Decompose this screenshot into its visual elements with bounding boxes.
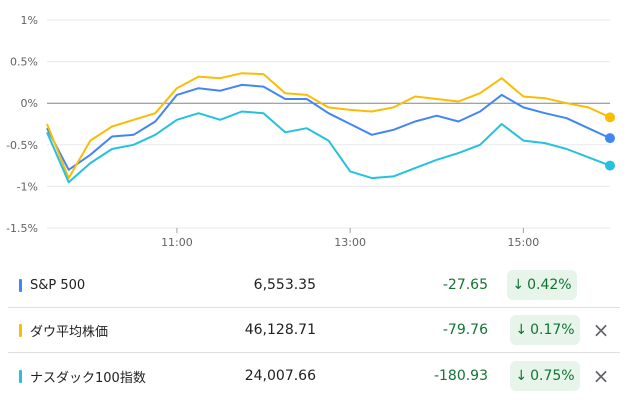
row-divider — [8, 352, 620, 353]
row-divider — [8, 307, 620, 308]
y-tick-label: -1% — [17, 180, 38, 193]
percent-change-value: 0.42% — [527, 277, 572, 293]
index-price: 24,007.66 — [244, 368, 316, 384]
y-tick-label: 0% — [21, 97, 38, 110]
comparison-chart[interactable]: 1% 0.5% 0% -0.5% -1% -1.5% 11:00 13:00 15:00 — [0, 0, 630, 260]
y-tick-label: 1% — [21, 14, 38, 27]
arrow-down-icon: ↓ — [515, 368, 528, 384]
y-tick-label: -1.5% — [6, 222, 38, 235]
series-line-1 — [46, 72, 611, 180]
index-change: -27.65 — [442, 277, 488, 293]
series-line-2 — [46, 110, 611, 184]
index-row[interactable]: ナスダック100指数 24,007.66 -180.93 ↓ 0.75% × — [0, 355, 630, 397]
series-color-swatch — [19, 324, 22, 337]
percent-change-value: 0.75% — [530, 368, 575, 384]
index-row[interactable]: S&P 500 6,553.35 -27.65 ↓ 0.42% — [0, 264, 630, 306]
index-price: 46,128.71 — [244, 322, 316, 338]
y-tick-label: 0.5% — [10, 56, 38, 69]
index-change: -79.76 — [442, 322, 488, 338]
series-color-swatch — [19, 279, 22, 292]
percent-change-value: 0.17% — [530, 322, 575, 338]
index-name[interactable]: ナスダック100指数 — [30, 370, 146, 386]
close-icon[interactable]: × — [592, 318, 610, 342]
series-end-dot-1 — [605, 112, 615, 123]
index-row[interactable]: ダウ平均株価 46,128.71 -79.76 ↓ 0.17% × — [0, 309, 630, 351]
series-end-dot-0 — [605, 133, 615, 144]
x-tick-label: 13:00 — [334, 236, 366, 249]
chart-series — [46, 72, 611, 184]
series-end-dot-2 — [605, 160, 615, 171]
series-color-swatch — [19, 370, 22, 383]
index-name[interactable]: S&P 500 — [30, 277, 86, 293]
percent-change-badge: ↓ 0.75% — [510, 361, 580, 391]
x-tick-label: 11:00 — [161, 236, 193, 249]
x-axis-ticks: 11:00 13:00 15:00 — [161, 228, 539, 249]
close-icon[interactable]: × — [592, 364, 610, 388]
series-end-markers — [605, 112, 615, 171]
series-line-0 — [46, 83, 611, 171]
percent-change-badge: ↓ 0.17% — [510, 315, 580, 345]
percent-change-badge: ↓ 0.42% — [507, 270, 577, 300]
chart-grid — [47, 19, 610, 229]
index-change: -180.93 — [433, 368, 488, 384]
x-tick-label: 15:00 — [508, 236, 540, 249]
index-name[interactable]: ダウ平均株価 — [30, 324, 109, 340]
arrow-down-icon: ↓ — [515, 322, 528, 338]
arrow-down-icon: ↓ — [512, 277, 525, 293]
y-axis-ticks: 1% 0.5% 0% -0.5% -1% -1.5% — [6, 14, 38, 235]
y-tick-label: -0.5% — [6, 139, 38, 152]
index-price: 6,553.35 — [253, 277, 316, 293]
